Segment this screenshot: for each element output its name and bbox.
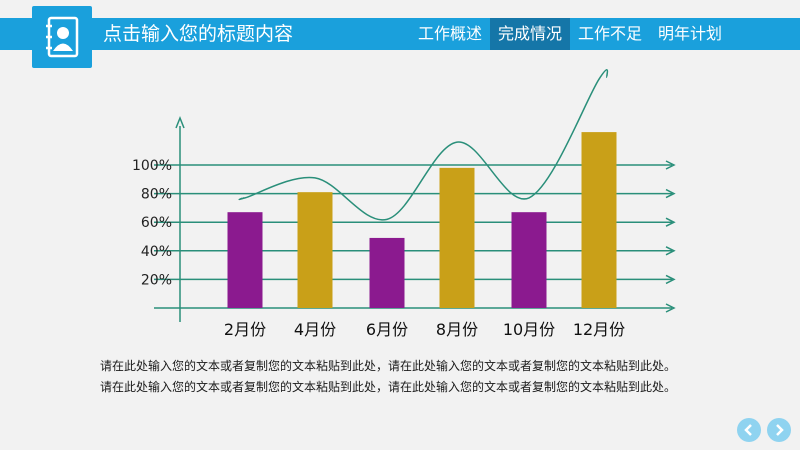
gridline-arrow — [665, 217, 676, 227]
gridline-arrow — [665, 246, 676, 256]
y-tick-label: 60% — [141, 215, 172, 231]
page-title: 点击输入您的标题内容 — [103, 23, 294, 45]
y-tick-label: 100% — [132, 158, 172, 174]
prev-page-button[interactable] — [737, 418, 761, 442]
gridline-arrow — [665, 188, 676, 199]
y-tick-label: 20% — [141, 272, 172, 288]
gridline-arrow — [665, 303, 676, 313]
contact-book-icon — [46, 16, 79, 58]
tab-bar: 工作概述 完成情况 工作不足 明年计划 — [410, 18, 730, 50]
next-page-button[interactable] — [767, 418, 791, 442]
bar — [439, 167, 475, 308]
bar — [227, 212, 263, 308]
y-tick-label: 80% — [141, 187, 172, 203]
bar — [369, 237, 405, 308]
gridline-arrow — [665, 160, 676, 170]
body-text: 请在此处输入您的文本或者复制您的文本粘贴到此处，请在此处输入您的文本或者复制您的… — [100, 356, 760, 398]
bar — [297, 192, 333, 308]
x-category-label: 6月份 — [366, 320, 408, 339]
tab-completion[interactable]: 完成情况 — [490, 18, 571, 50]
logo — [32, 6, 92, 68]
chevron-right-icon — [776, 424, 784, 436]
x-category-label: 8月份 — [436, 320, 478, 339]
tab-overview[interactable]: 工作概述 — [418, 24, 483, 43]
tab-next-year-plan[interactable]: 明年计划 — [658, 24, 723, 43]
y-axis-arrow — [175, 115, 185, 129]
chevron-left-icon — [744, 424, 752, 436]
paragraph: 请在此处输入您的文本或者复制您的文本粘贴到此处，请在此处输入您的文本或者复制您的… — [100, 359, 677, 373]
trend-line — [238, 69, 609, 221]
header-bar: 点击输入您的标题内容 工作概述 完成情况 工作不足 明年计划 — [0, 18, 800, 50]
y-tick-label: 40% — [141, 244, 172, 260]
paragraph: 请在此处输入您的文本或者复制您的文本粘贴到此处，请在此处输入您的文本或者复制您的… — [100, 380, 677, 394]
bar — [581, 132, 617, 308]
x-category-label: 2月份 — [224, 320, 266, 339]
x-category-label: 10月份 — [503, 320, 555, 339]
tab-shortcomings[interactable]: 工作不足 — [578, 24, 643, 43]
bar — [511, 212, 547, 308]
x-category-label: 4月份 — [294, 320, 336, 339]
gridline-arrow — [665, 274, 676, 285]
x-category-label: 12月份 — [573, 320, 625, 339]
